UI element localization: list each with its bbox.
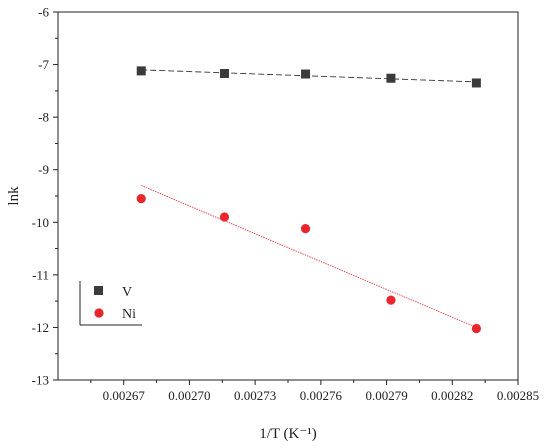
- point-v: [471, 78, 481, 88]
- x-tick-label: 0.00285: [497, 388, 539, 403]
- y-tick-label: -11: [32, 267, 49, 282]
- legend-label-ni: Ni: [122, 307, 136, 322]
- x-tick-label: 0.00270: [168, 388, 210, 403]
- point-v: [301, 69, 311, 79]
- legend: V Ni: [79, 281, 142, 326]
- y-tick-label: -8: [38, 110, 49, 125]
- x-tick-label: 0.00267: [103, 388, 146, 403]
- x-axis-label: 1/T (K⁻¹): [259, 426, 317, 442]
- point-ni: [471, 323, 481, 334]
- x-tick-label: 0.00282: [431, 388, 473, 403]
- y-tick-label: -12: [32, 320, 49, 335]
- x-tick-label: 0.00276: [300, 388, 343, 403]
- y-axis-label: lnk: [6, 186, 22, 206]
- point-ni: [300, 223, 311, 234]
- y-tick-label: -10: [32, 215, 49, 230]
- point-ni: [219, 212, 230, 222]
- point-ni: [386, 295, 396, 305]
- fit-lines: [141, 69, 477, 328]
- legend-marker-v: [94, 286, 103, 295]
- y-tick-label: -9: [38, 162, 49, 177]
- x-axis: 0.00267 0.00270 0.00273 0.00276 0.00279 0.002…: [90, 380, 539, 403]
- y-axis: -13 -12 -11 -10 -9 -8 -7 -6: [32, 5, 58, 388]
- x-tick-label: 0.00273: [234, 388, 276, 403]
- data-points: [136, 66, 481, 334]
- legend-marker-ni: [94, 308, 104, 318]
- fit-line-ni: [141, 185, 477, 328]
- x-tick-label: 0.00279: [365, 388, 407, 403]
- legend-label-v: V: [122, 285, 132, 300]
- point-ni: [136, 194, 146, 204]
- point-v: [219, 69, 229, 79]
- y-tick-label: -13: [32, 373, 49, 388]
- point-v: [386, 73, 396, 83]
- point-v: [136, 66, 146, 76]
- y-tick-label: -6: [38, 5, 49, 20]
- y-tick-label: -7: [38, 57, 49, 72]
